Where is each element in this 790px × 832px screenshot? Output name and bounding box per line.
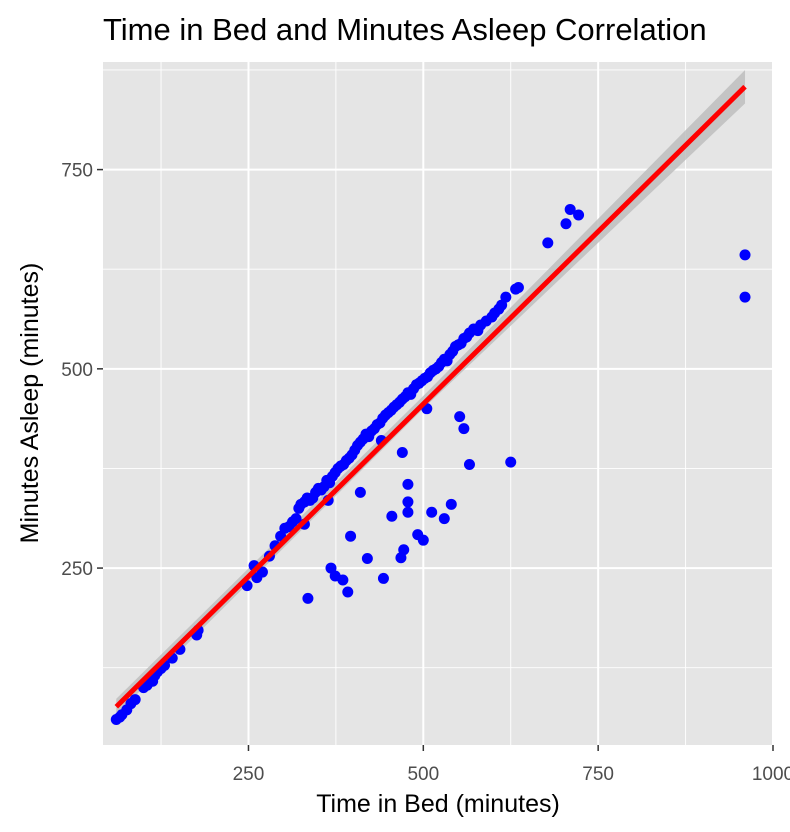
- x-tick-label: 250: [233, 764, 265, 785]
- y-axis: 250 500 750: [61, 161, 103, 580]
- data-point: [377, 572, 389, 584]
- data-point: [337, 574, 349, 586]
- data-point: [361, 553, 373, 565]
- data-point: [398, 544, 410, 556]
- data-point: [438, 513, 450, 525]
- data-point: [500, 291, 512, 303]
- y-tick-label: 250: [61, 559, 93, 580]
- x-tick-label: 1000: [752, 764, 790, 785]
- data-point: [302, 592, 314, 604]
- data-point: [386, 510, 398, 522]
- data-point: [342, 586, 354, 598]
- data-point: [512, 282, 524, 294]
- data-point: [396, 447, 408, 459]
- data-point: [463, 458, 475, 470]
- chart-title: Time in Bed and Minutes Asleep Correlati…: [103, 12, 707, 47]
- regression-line: [114, 84, 747, 709]
- data-point: [129, 694, 141, 706]
- data-point: [426, 506, 438, 518]
- data-point: [402, 506, 414, 518]
- data-point: [454, 411, 466, 423]
- data-point: [505, 456, 517, 468]
- grid-minor: [103, 62, 773, 745]
- y-tick-label: 500: [61, 360, 93, 381]
- data-point: [560, 218, 572, 230]
- data-point: [564, 203, 576, 215]
- data-point: [402, 496, 414, 508]
- data-point: [345, 530, 357, 542]
- x-axis: 250 500 750 1000: [233, 745, 790, 785]
- points-layer: [110, 203, 751, 725]
- data-point: [458, 423, 470, 435]
- data-point: [739, 291, 751, 303]
- data-point: [256, 566, 268, 578]
- x-axis-title: Time in Bed (minutes): [316, 790, 560, 818]
- x-tick-label: 750: [582, 764, 614, 785]
- y-axis-title: Minutes Asleep (minutes): [16, 263, 44, 544]
- data-point: [542, 237, 554, 249]
- data-point: [402, 478, 414, 490]
- data-point: [417, 534, 429, 546]
- data-point: [739, 249, 751, 261]
- fit-line-layer: [114, 84, 747, 709]
- data-point: [573, 209, 585, 221]
- y-tick-label: 750: [61, 161, 93, 182]
- x-tick-label: 500: [407, 764, 439, 785]
- data-point: [445, 498, 457, 510]
- data-point: [290, 513, 302, 525]
- data-point: [354, 486, 366, 498]
